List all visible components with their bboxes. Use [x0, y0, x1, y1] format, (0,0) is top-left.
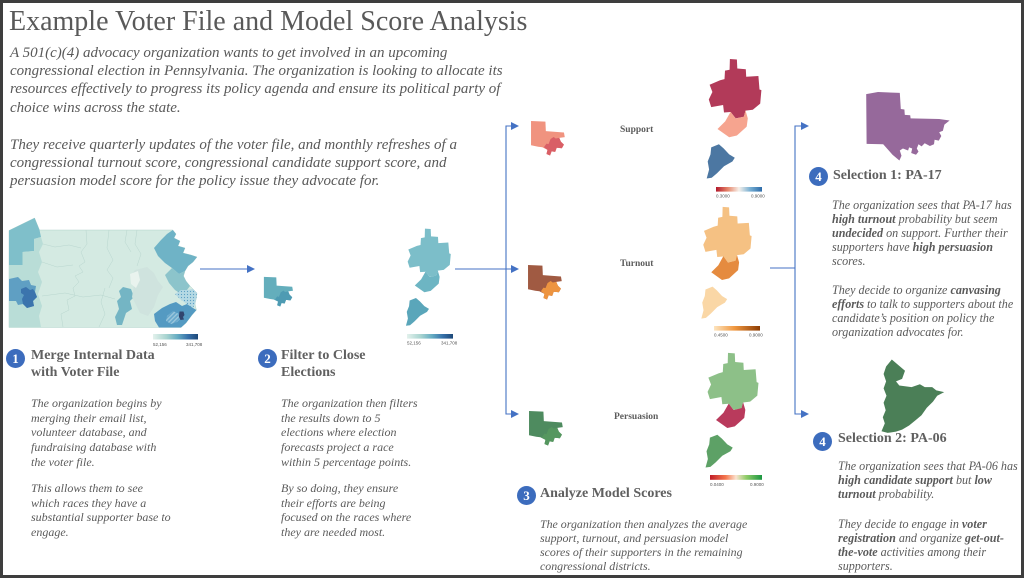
svg-text:0.9000: 0.9000: [750, 482, 764, 487]
svg-text:0.3000: 0.3000: [716, 194, 730, 199]
svg-text:341,708: 341,708: [186, 342, 203, 347]
svg-text:52,156: 52,156: [153, 342, 167, 347]
svg-text:341,708: 341,708: [441, 341, 458, 346]
svg-text:0.9000: 0.9000: [749, 333, 763, 338]
svg-text:52,156: 52,156: [407, 341, 421, 346]
svg-text:0.9000: 0.9000: [751, 194, 765, 199]
svg-text:0.0400: 0.0400: [710, 482, 724, 487]
svg-text:0.4500: 0.4500: [714, 333, 728, 338]
